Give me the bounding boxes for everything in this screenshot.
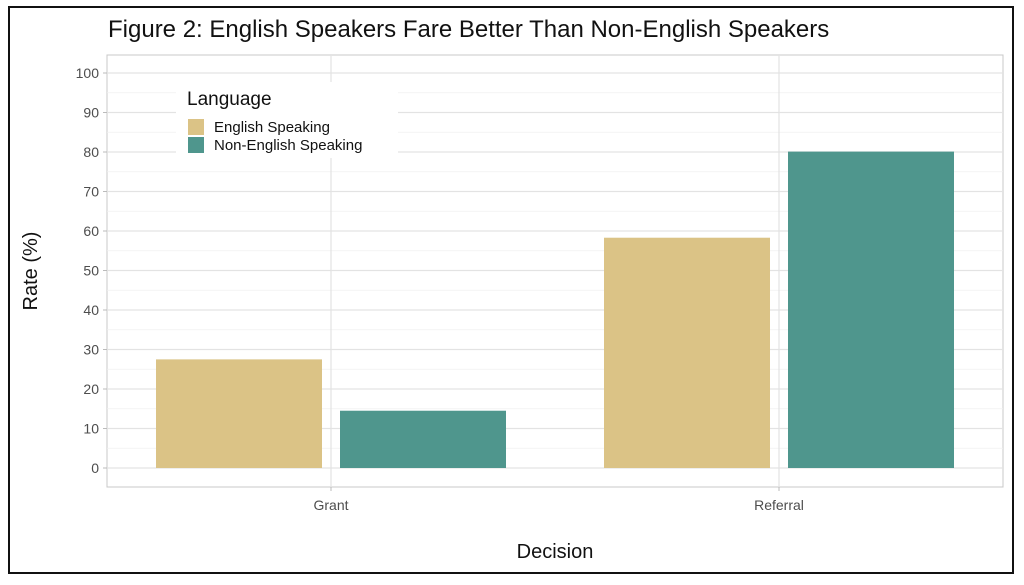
legend-swatch bbox=[188, 119, 204, 135]
y-axis-title: Rate (%) bbox=[20, 232, 42, 311]
legend-swatch bbox=[188, 137, 204, 153]
bar bbox=[788, 151, 954, 469]
y-tick-label: 50 bbox=[83, 263, 99, 279]
legend-background bbox=[176, 82, 398, 158]
y-tick-label: 30 bbox=[83, 342, 99, 358]
legend-label: Non-English Speaking bbox=[214, 137, 362, 154]
x-axis-title: Decision bbox=[517, 541, 594, 563]
y-tick-label: 10 bbox=[83, 421, 99, 437]
x-tick-label: Grant bbox=[313, 497, 348, 513]
chart-title: Figure 2: English Speakers Fare Better T… bbox=[108, 16, 829, 43]
x-axis-ticks: Grant Referral bbox=[313, 487, 804, 513]
y-tick-label: 40 bbox=[83, 302, 99, 318]
y-axis-ticks: 0 10 20 30 40 50 60 70 80 90 100 bbox=[76, 65, 107, 476]
bar bbox=[156, 359, 322, 468]
legend-label: English Speaking bbox=[214, 119, 330, 136]
y-tick-label: 80 bbox=[83, 144, 99, 160]
y-tick-label: 90 bbox=[83, 105, 99, 121]
x-tick-label: Referral bbox=[754, 497, 804, 513]
bar bbox=[340, 410, 506, 468]
y-tick-label: 100 bbox=[76, 65, 100, 81]
bar bbox=[604, 237, 770, 468]
y-tick-label: 60 bbox=[83, 223, 99, 239]
y-tick-label: 0 bbox=[91, 460, 99, 476]
bars bbox=[156, 151, 954, 469]
y-tick-label: 70 bbox=[83, 184, 99, 200]
legend-title: Language bbox=[187, 89, 272, 110]
y-tick-label: 20 bbox=[83, 381, 99, 397]
